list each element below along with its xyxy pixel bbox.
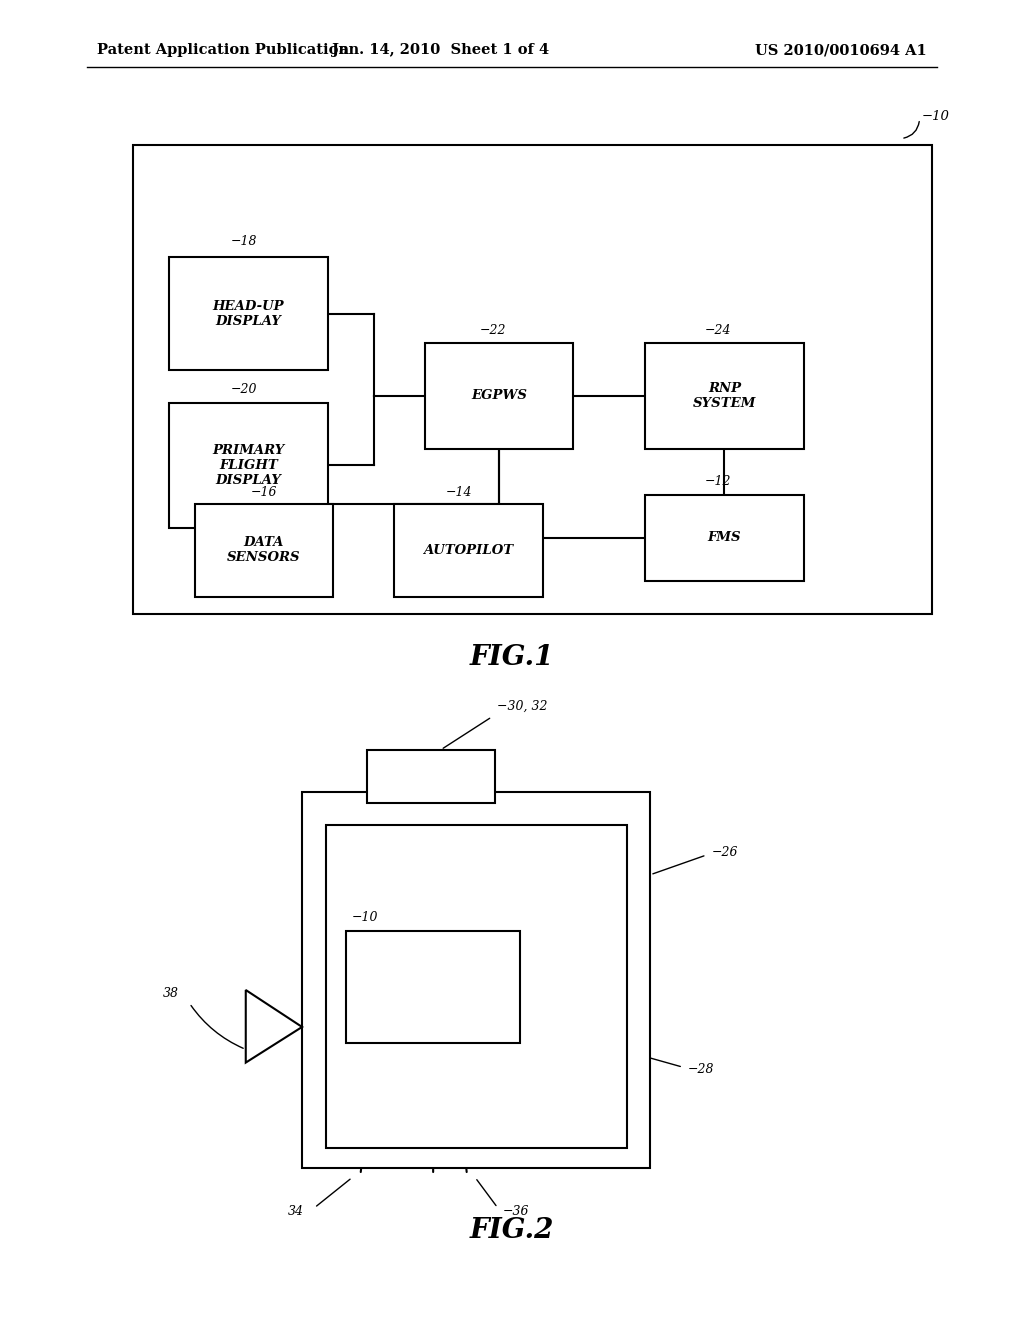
- Text: −30, 32: −30, 32: [498, 700, 548, 713]
- Text: −10: −10: [922, 110, 949, 123]
- Bar: [169, 403, 328, 528]
- Bar: [645, 495, 804, 581]
- Text: −36: −36: [503, 1205, 529, 1218]
- Text: 34: 34: [288, 1205, 304, 1218]
- Bar: [302, 792, 650, 1168]
- Text: −26: −26: [712, 846, 738, 859]
- Text: RNP
SYSTEM: RNP SYSTEM: [693, 381, 756, 411]
- Text: Patent Application Publication: Patent Application Publication: [97, 44, 349, 57]
- Bar: [195, 504, 333, 597]
- Text: HEAD-UP
DISPLAY: HEAD-UP DISPLAY: [213, 300, 284, 327]
- Text: Jan. 14, 2010  Sheet 1 of 4: Jan. 14, 2010 Sheet 1 of 4: [332, 44, 549, 57]
- Bar: [346, 931, 520, 1043]
- Text: FMS: FMS: [708, 532, 741, 544]
- Bar: [367, 750, 495, 803]
- Text: US 2010/0010694 A1: US 2010/0010694 A1: [755, 44, 927, 57]
- Bar: [133, 145, 932, 614]
- Bar: [394, 504, 543, 597]
- Bar: [326, 825, 627, 1148]
- Text: FIG.2: FIG.2: [470, 1217, 554, 1243]
- Text: DATA
SENSORS: DATA SENSORS: [227, 536, 300, 565]
- Bar: [169, 257, 328, 370]
- Text: −14: −14: [445, 486, 472, 499]
- Text: −16: −16: [251, 486, 278, 499]
- Text: −18: −18: [230, 235, 257, 248]
- Text: −12: −12: [705, 475, 731, 488]
- Text: −10: −10: [351, 911, 378, 924]
- Text: −28: −28: [688, 1064, 715, 1076]
- Text: 38: 38: [163, 987, 179, 1001]
- Bar: [645, 343, 804, 449]
- Polygon shape: [246, 990, 302, 1063]
- Text: EGPWS: EGPWS: [471, 389, 527, 403]
- Text: PRIMARY
FLIGHT
DISPLAY: PRIMARY FLIGHT DISPLAY: [212, 444, 285, 487]
- Text: −22: −22: [479, 323, 506, 337]
- Text: AUTOPILOT: AUTOPILOT: [423, 544, 514, 557]
- Bar: [425, 343, 573, 449]
- Text: −24: −24: [705, 323, 731, 337]
- Text: FIG.1: FIG.1: [470, 644, 554, 671]
- Text: −20: −20: [230, 383, 257, 396]
